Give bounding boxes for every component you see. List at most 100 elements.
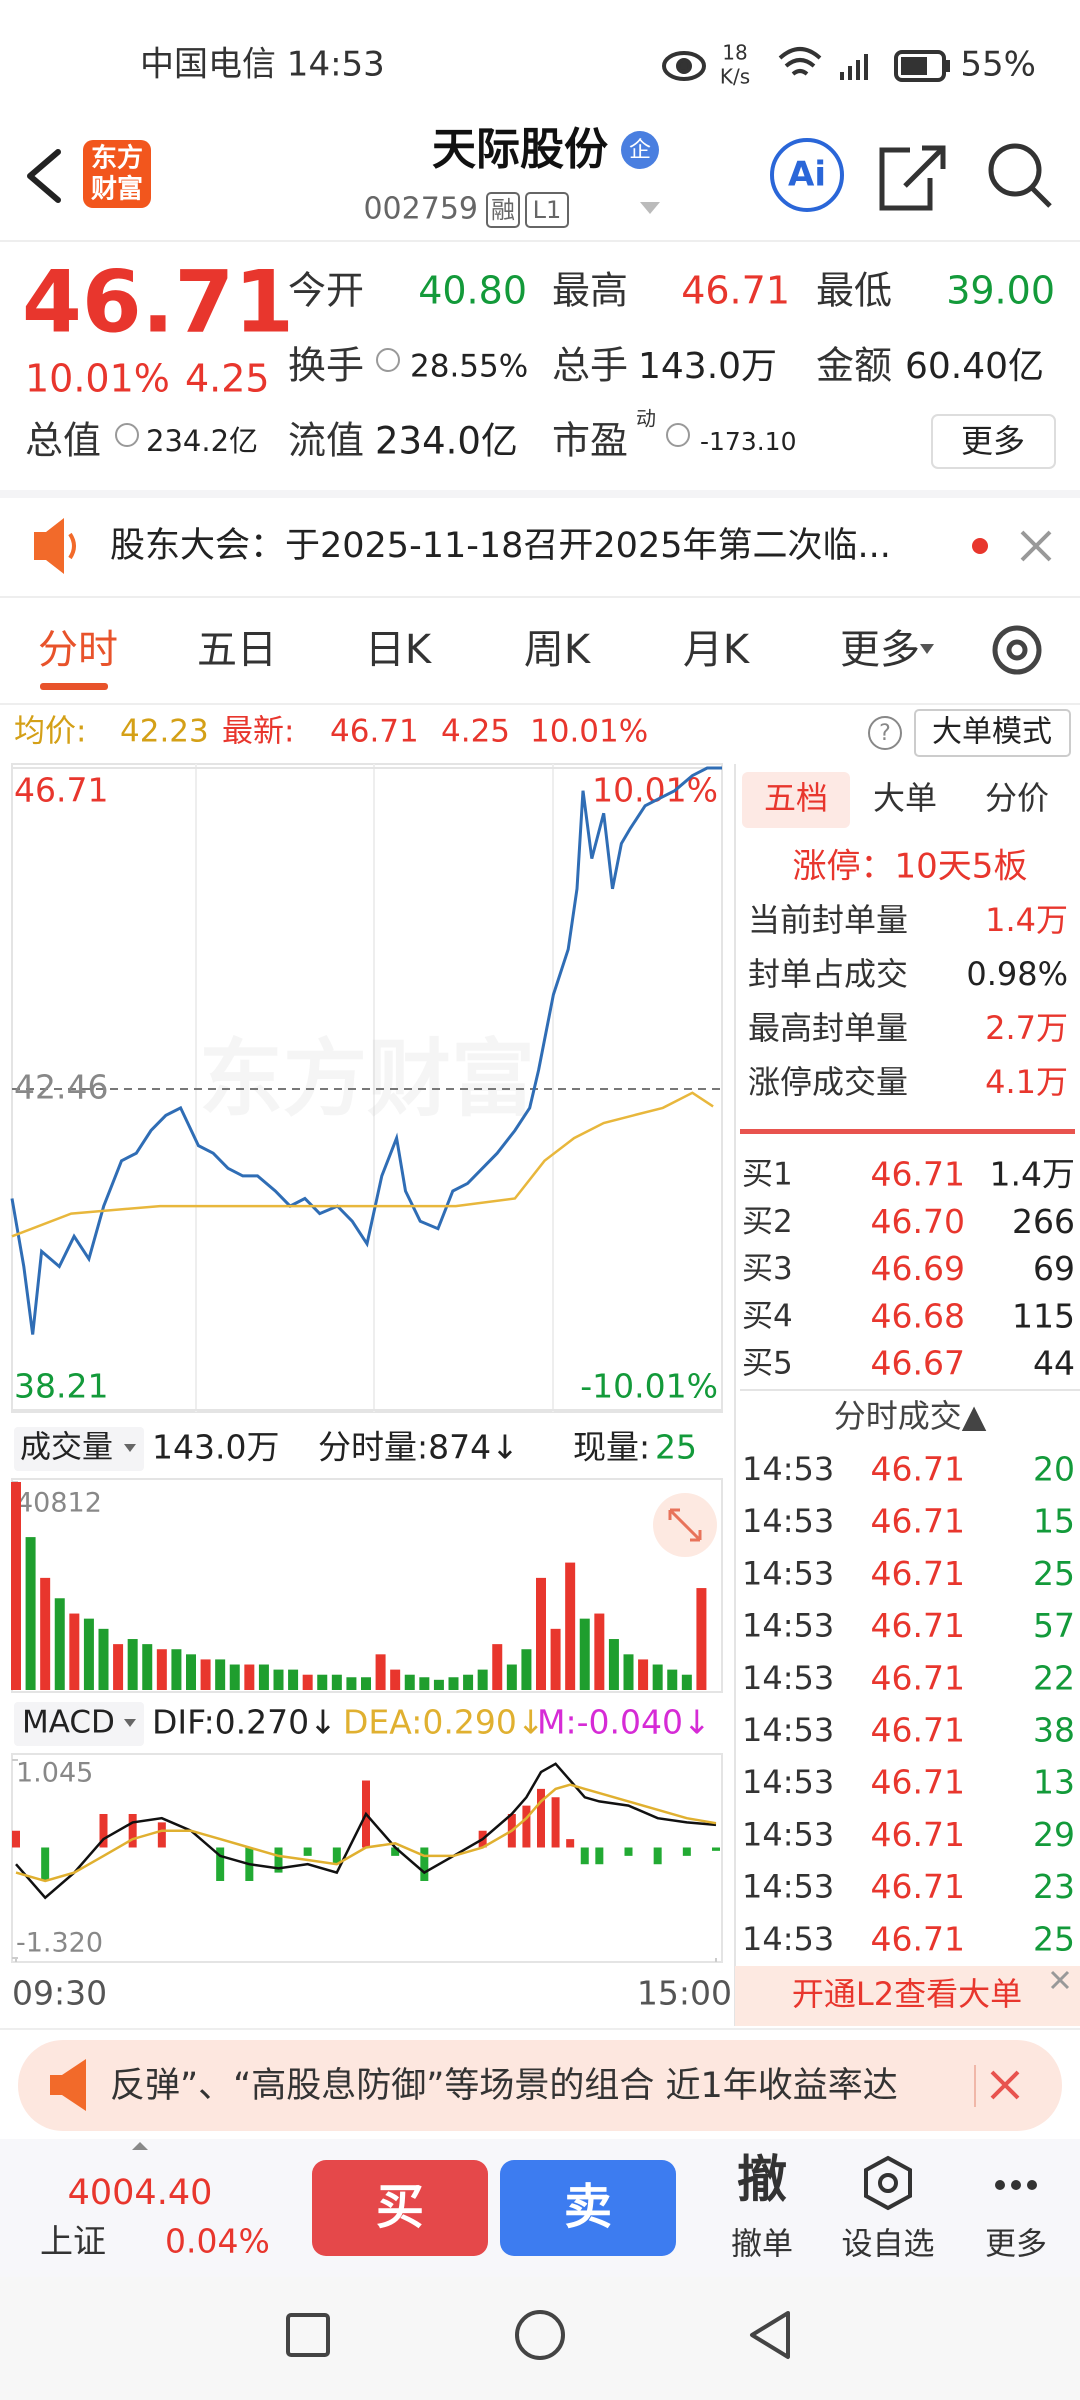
sell-button[interactable]: [500, 2160, 676, 2256]
volume-selector[interactable]: [14, 1427, 144, 1471]
trade-volume: 25: [1033, 1554, 1075, 1593]
settings-button[interactable]: [992, 625, 1042, 675]
more-dot[interactable]: [1027, 2180, 1037, 2190]
x-tick-label: 15:00: [637, 1974, 732, 2013]
watch-icon[interactable]: [864, 2155, 912, 2211]
banner-close[interactable]: [990, 2070, 1020, 2100]
tab-underline: [40, 683, 108, 690]
mode-button[interactable]: 大单模式: [932, 715, 1052, 750]
divider: [0, 596, 1080, 598]
bid-volume: 69: [1033, 1249, 1075, 1288]
app-logo: [83, 140, 151, 208]
nav-recent[interactable]: [286, 2313, 330, 2357]
stat-label: 涨停成交量: [748, 1063, 908, 1101]
back-button[interactable]: [27, 149, 61, 203]
macd-selector[interactable]: [14, 1702, 144, 1746]
banner-bg[interactable]: [18, 2040, 1062, 2131]
selector-arrow[interactable]: [124, 1719, 136, 1727]
buy-label[interactable]: 买: [376, 2179, 424, 2235]
cancel-icon[interactable]: 撤: [737, 2151, 787, 2209]
x-tick-label: 09:30: [12, 1974, 107, 2013]
notice-text[interactable]: 股东大会：于2025-11-18召开2025年第二次临...: [110, 526, 891, 566]
search-button[interactable]: [988, 143, 1052, 208]
volume-bar: [667, 1669, 678, 1690]
macd-indicator: M:-0.040↓: [537, 1703, 711, 1742]
y-tick-label: 38.21: [14, 1367, 108, 1406]
l2-link[interactable]: 开通L2查看大单: [792, 1975, 1022, 2013]
volume-bar: [258, 1664, 269, 1690]
l2-close[interactable]: [1050, 1970, 1070, 1990]
macd-bar: [420, 1847, 429, 1881]
divider: [0, 2028, 1080, 2030]
tag-box: [525, 192, 569, 228]
trade-volume: 20: [1033, 1450, 1075, 1489]
volume-bar: [463, 1674, 474, 1690]
bid-level: 买4: [742, 1298, 793, 1334]
divider: [0, 490, 1080, 498]
panel-tab[interactable]: 大单: [873, 779, 937, 817]
divider: [0, 240, 1080, 242]
info-icon[interactable]: [376, 348, 400, 372]
ai-button[interactable]: [770, 138, 844, 212]
field-label: 金额: [816, 344, 892, 388]
nav-home[interactable]: [515, 2310, 565, 2360]
more-label[interactable]: 更多: [985, 2227, 1047, 2263]
cancel-label[interactable]: 撤单: [731, 2227, 793, 2263]
tab[interactable]: 分时: [38, 627, 118, 673]
volume-bar: [186, 1654, 196, 1690]
tab[interactable]: 日K: [365, 627, 433, 673]
panel-tab[interactable]: 五档: [764, 779, 828, 817]
tag-box: [486, 192, 520, 228]
volume-bar: [536, 1577, 546, 1690]
info-icon[interactable]: [666, 423, 690, 447]
tab[interactable]: 五日: [197, 627, 277, 673]
watch-label[interactable]: 设自选: [842, 2227, 935, 2263]
field-value: 143.0万: [638, 346, 777, 387]
nav-back[interactable]: [750, 2311, 790, 2359]
badge-circle: [621, 131, 659, 169]
trade-price: 46.71: [871, 1867, 965, 1906]
macd-bar: [551, 1797, 560, 1848]
trade-price: 46.71: [871, 1658, 965, 1697]
macd-bar: [712, 1847, 720, 1851]
volume-bar: [11, 1482, 21, 1690]
info-icon[interactable]: [115, 423, 139, 447]
volume-bar: [83, 1618, 94, 1690]
macd-bar: [595, 1847, 604, 1865]
volume-bar: [390, 1669, 401, 1690]
buy-button[interactable]: [312, 2160, 488, 2256]
more-button[interactable]: 更多: [961, 422, 1025, 460]
macd-indicator: DIF:0.270↓: [152, 1703, 337, 1742]
help-circle[interactable]: [868, 716, 902, 750]
tab-dropdown[interactable]: [920, 644, 934, 654]
trade-volume: 22: [1033, 1658, 1075, 1697]
volume-bar: [404, 1674, 415, 1690]
help-icon[interactable]: ?: [879, 721, 891, 746]
tab[interactable]: 周K: [524, 627, 592, 673]
close-notice[interactable]: [1020, 530, 1052, 562]
macd-selector-label[interactable]: MACD: [22, 1705, 115, 1741]
tab[interactable]: 更多: [840, 627, 920, 673]
macd-bar: [537, 1788, 545, 1848]
selector-arrow[interactable]: [124, 1444, 136, 1452]
macd-bar: [128, 1814, 137, 1848]
l2-bg[interactable]: [735, 1966, 1080, 2026]
more-button-bg[interactable]: [931, 414, 1056, 469]
banner-text[interactable]: 反弹”、“高股息防御”等场景的组合 近1年收益率达: [110, 2066, 898, 2106]
share-button[interactable]: [879, 145, 946, 211]
bid-volume: 115: [1012, 1296, 1075, 1335]
sell-label[interactable]: 卖: [564, 2179, 612, 2235]
ai-label[interactable]: Ai: [788, 155, 826, 195]
volume-bar: [98, 1628, 109, 1690]
panel-tab[interactable]: 分价: [985, 779, 1049, 817]
tab[interactable]: 月K: [683, 627, 751, 673]
volume-bar: [521, 1649, 532, 1690]
y-tick-label: 1.045: [16, 1758, 93, 1789]
trades-title[interactable]: 分时成交▲: [834, 1397, 987, 1435]
more-dot[interactable]: [1011, 2180, 1021, 2190]
mode-button-bg[interactable]: [914, 709, 1071, 757]
volume-selector-label[interactable]: 成交量: [20, 1430, 113, 1466]
more-dot[interactable]: [995, 2180, 1005, 2190]
macd-bar: [391, 1847, 400, 1856]
field-value: 39.00: [946, 269, 1055, 313]
